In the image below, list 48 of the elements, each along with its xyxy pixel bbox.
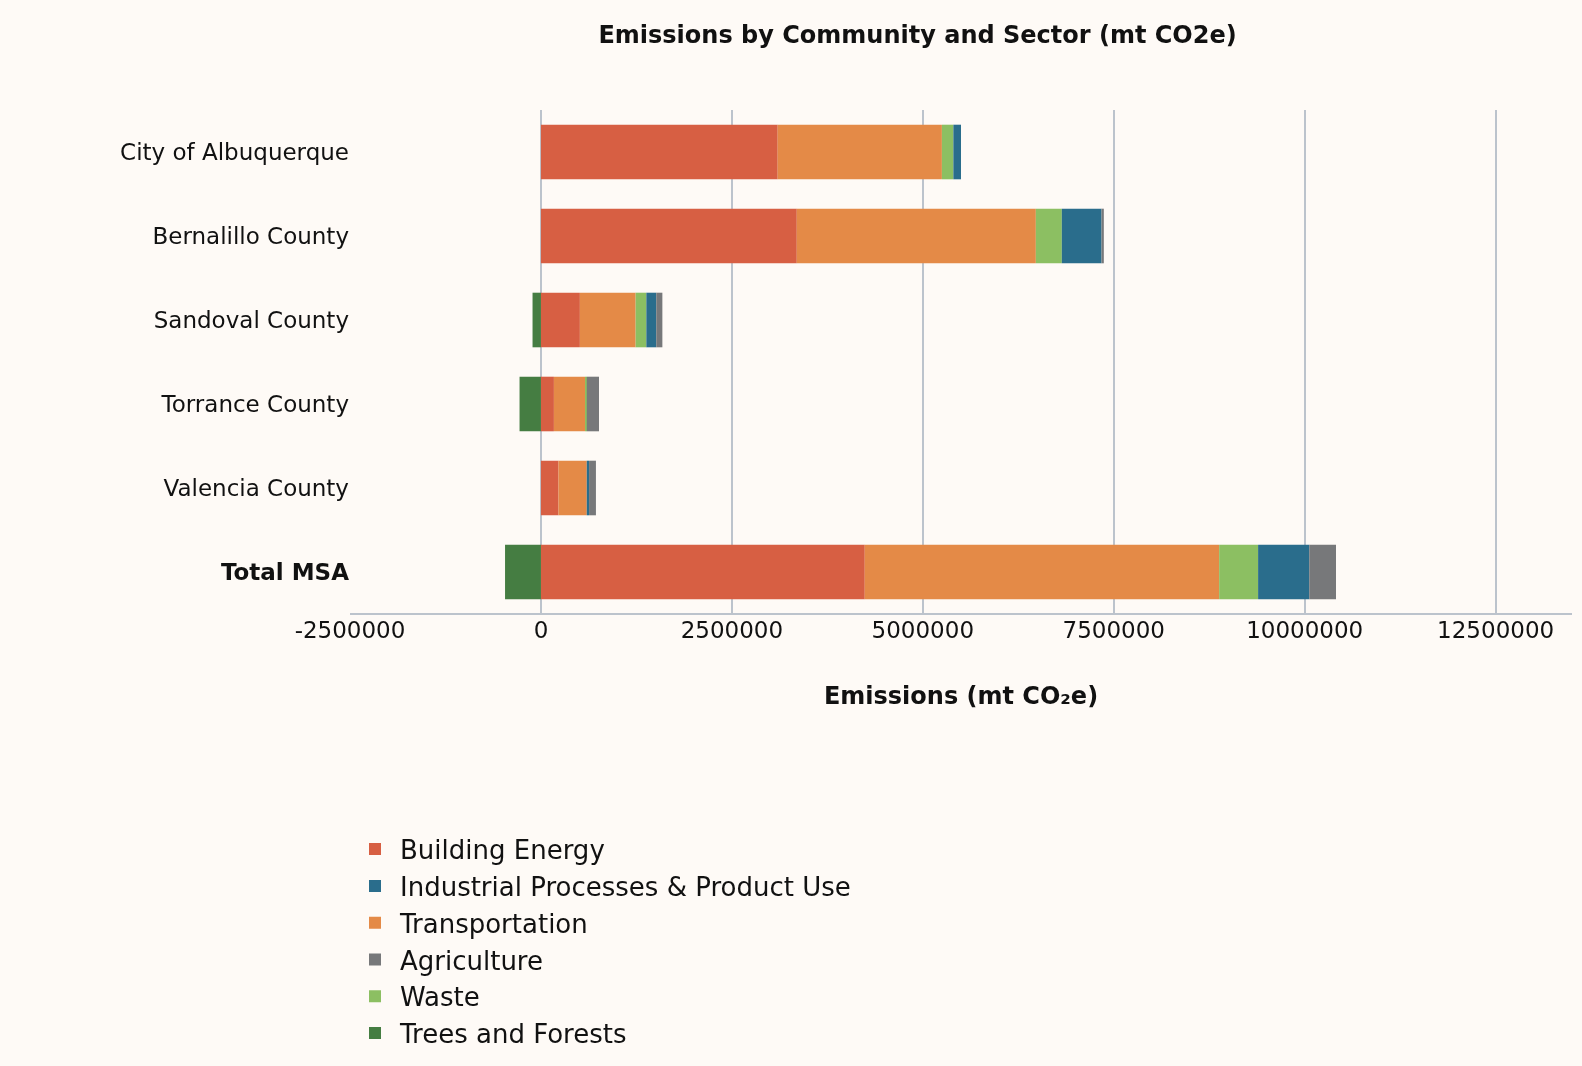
x-tick-label: 2500000 [680, 617, 784, 643]
bar [505, 544, 541, 600]
bar [540, 208, 797, 264]
x-axis-title: Emissions (mt CO₂e) [823, 682, 1099, 711]
legend-label: Transportation [399, 908, 588, 939]
chart-title: Emissions by Community and Sector (mt CO2e) [598, 21, 1237, 50]
bar [558, 460, 587, 516]
bar [540, 376, 554, 432]
x-tick-label: 5000000 [871, 617, 975, 643]
bar [540, 124, 778, 180]
bar [941, 124, 954, 180]
bar [579, 292, 636, 348]
x-tick-label: -2500000 [294, 617, 406, 643]
bar [553, 376, 586, 432]
y-tick-label: City of Albuquerque [120, 139, 349, 166]
x-tick-label: 12500000 [1437, 617, 1555, 643]
y-tick-label: Torrance County [160, 391, 349, 418]
x-tick-label: 0 [533, 617, 549, 643]
bar [586, 376, 599, 432]
x-tick-label: 7500000 [1062, 617, 1165, 643]
bar [777, 124, 942, 180]
y-tick-label: Bernalillo County [152, 223, 349, 250]
x-tick-label: 10000000 [1246, 617, 1364, 643]
bar [953, 124, 961, 180]
legend-label: Trees and Forests [399, 1019, 627, 1050]
legend-label: Agriculture [400, 945, 543, 976]
bar [1035, 208, 1062, 264]
bar [540, 292, 580, 348]
bar [646, 292, 657, 348]
y-tick-label: Valencia County [163, 475, 349, 502]
legend-label: Industrial Processes & Product Use [400, 872, 851, 903]
bar [1061, 208, 1102, 264]
bar [656, 292, 663, 348]
bar [540, 544, 865, 600]
bar [589, 460, 596, 516]
bar [635, 292, 647, 348]
bar [540, 460, 559, 516]
bar [532, 292, 541, 348]
bar [1219, 544, 1259, 600]
legend-label: Waste [400, 982, 480, 1013]
bar [864, 544, 1220, 600]
bar [1258, 544, 1310, 600]
bar [796, 208, 1036, 264]
bar [1309, 544, 1336, 600]
legend-label: Building Energy [400, 835, 605, 866]
bar [519, 376, 541, 432]
y-tick-label: Total MSA [220, 559, 350, 586]
y-tick-label: Sandoval County [153, 307, 349, 334]
